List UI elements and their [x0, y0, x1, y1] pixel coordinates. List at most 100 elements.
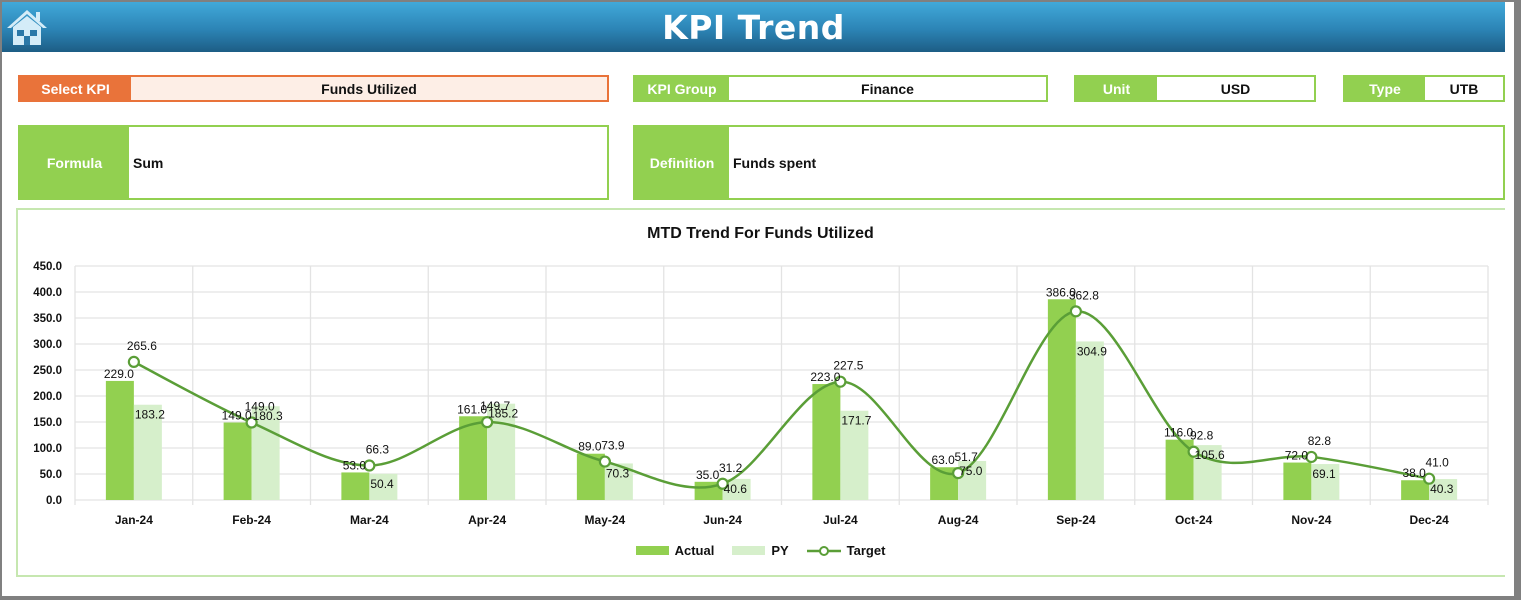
definition-label: Definition — [635, 127, 729, 198]
target-marker[interactable] — [481, 416, 494, 429]
y-tick-label: 450.0 — [33, 261, 62, 273]
x-tick-label: Jan-24 — [115, 513, 153, 527]
unit-value: USD — [1157, 77, 1314, 100]
kpi-group-value: Finance — [729, 77, 1046, 100]
data-label-py: 105.6 — [1195, 448, 1225, 462]
actual-swatch-icon — [635, 546, 669, 555]
data-label-py: 171.7 — [841, 414, 871, 428]
target-marker[interactable] — [363, 459, 376, 472]
data-label-py: 75.0 — [959, 464, 983, 478]
data-label-actual: 223.0 — [810, 370, 840, 384]
bar-py[interactable] — [958, 461, 987, 500]
data-label-py: 40.3 — [1430, 482, 1454, 496]
legend-actual[interactable]: Actual — [635, 543, 715, 558]
bar-py[interactable] — [840, 410, 869, 500]
chart-title: MTD Trend For Funds Utilized — [647, 225, 874, 242]
x-tick-label: Nov-24 — [1291, 513, 1331, 527]
kpi-group-label: KPI Group — [635, 77, 729, 100]
data-label-target: 149.7 — [480, 399, 510, 413]
target-marker[interactable] — [834, 375, 847, 388]
data-label-actual: 63.0 — [931, 453, 955, 467]
data-label-target: 51.7 — [954, 450, 978, 464]
data-label-actual: 89.0 — [578, 440, 602, 454]
data-label-actual: 35.0 — [696, 468, 720, 482]
y-tick-label: 0.0 — [46, 495, 62, 507]
data-label-py: 183.2 — [135, 408, 165, 422]
legend-target[interactable]: Target — [806, 543, 885, 558]
formula-field: Formula Sum — [18, 125, 609, 200]
chart-legend: Actual PY Target — [0, 543, 1521, 558]
page-title: KPI Trend — [662, 8, 845, 47]
bar-py[interactable] — [1075, 341, 1104, 500]
target-marker[interactable] — [1187, 445, 1200, 458]
window-frame-right — [1514, 0, 1521, 600]
data-label-actual: 149.0 — [222, 409, 252, 423]
bar-actual[interactable] — [1283, 462, 1312, 500]
y-tick-label: 50.0 — [40, 469, 62, 481]
bar-py[interactable] — [133, 404, 162, 500]
y-tick-label: 400.0 — [33, 287, 62, 299]
data-label-actual: 386.0 — [1046, 285, 1076, 299]
data-label-py: 180.3 — [253, 409, 283, 423]
data-label-target: 227.5 — [833, 359, 863, 373]
bar-py[interactable] — [1429, 479, 1458, 500]
type-value: UTB — [1425, 77, 1503, 100]
data-label-target: 66.3 — [366, 443, 390, 457]
data-label-actual: 38.0 — [1402, 466, 1426, 480]
legend-actual-label: Actual — [674, 543, 715, 558]
target-marker[interactable] — [716, 477, 729, 490]
select-kpi-label: Select KPI — [20, 77, 131, 100]
target-marker[interactable] — [127, 355, 140, 368]
target-marker[interactable] — [598, 455, 611, 468]
target-marker[interactable] — [1305, 450, 1318, 464]
bar-py[interactable] — [722, 478, 751, 500]
legend-py-label: PY — [771, 543, 789, 558]
y-tick-label: 300.0 — [33, 339, 62, 351]
bar-actual[interactable] — [812, 384, 841, 500]
data-label-target: 149.0 — [245, 400, 275, 414]
bar-actual[interactable] — [1047, 299, 1076, 500]
data-label-target: 92.8 — [1190, 429, 1214, 443]
bar-actual[interactable] — [1401, 480, 1430, 500]
page-header: KPI Trend — [2, 2, 1505, 52]
data-label-actual: 229.0 — [104, 367, 134, 381]
y-tick-label: 200.0 — [33, 391, 62, 403]
chart-panel — [16, 208, 1505, 577]
type-field: Type UTB — [1343, 75, 1505, 102]
bar-actual[interactable] — [105, 380, 134, 500]
type-label: Type — [1345, 77, 1425, 100]
data-label-actual: 116.0 — [1164, 426, 1193, 440]
target-marker[interactable] — [1423, 472, 1436, 485]
target-marker[interactable] — [952, 467, 965, 480]
bar-actual[interactable] — [341, 472, 370, 500]
bar-py[interactable] — [1311, 464, 1340, 500]
y-tick-label: 100.0 — [33, 443, 62, 455]
unit-label: Unit — [1076, 77, 1157, 100]
y-tick-label: 250.0 — [33, 365, 62, 377]
x-tick-label: Oct-24 — [1175, 513, 1213, 527]
bar-actual[interactable] — [223, 422, 252, 500]
bar-py[interactable] — [369, 473, 398, 500]
data-label-target: 41.0 — [1425, 456, 1449, 470]
x-tick-label: Aug-24 — [938, 513, 979, 527]
data-label-py: 70.3 — [606, 466, 630, 480]
select-kpi-field: Select KPI Funds Utilized — [18, 75, 609, 102]
data-label-py: 50.4 — [370, 477, 394, 491]
target-marker[interactable] — [1069, 305, 1082, 318]
data-label-target: 265.6 — [127, 339, 157, 353]
formula-label: Formula — [20, 127, 129, 198]
x-tick-label: Jul-24 — [823, 513, 858, 527]
window-frame-left — [0, 0, 2, 600]
x-tick-label: Mar-24 — [350, 513, 389, 527]
home-icon[interactable] — [6, 8, 48, 46]
kpi-group-field: KPI Group Finance — [633, 75, 1048, 102]
bar-actual[interactable] — [459, 416, 488, 500]
legend-py[interactable]: PY — [732, 543, 789, 558]
data-label-py: 40.6 — [724, 482, 748, 496]
definition-value: Funds spent — [729, 127, 1503, 198]
data-label-target: 362.8 — [1069, 288, 1099, 302]
definition-field: Definition Funds spent — [633, 125, 1505, 200]
select-kpi-dropdown[interactable]: Funds Utilized — [131, 77, 607, 100]
target-marker[interactable] — [245, 416, 258, 429]
